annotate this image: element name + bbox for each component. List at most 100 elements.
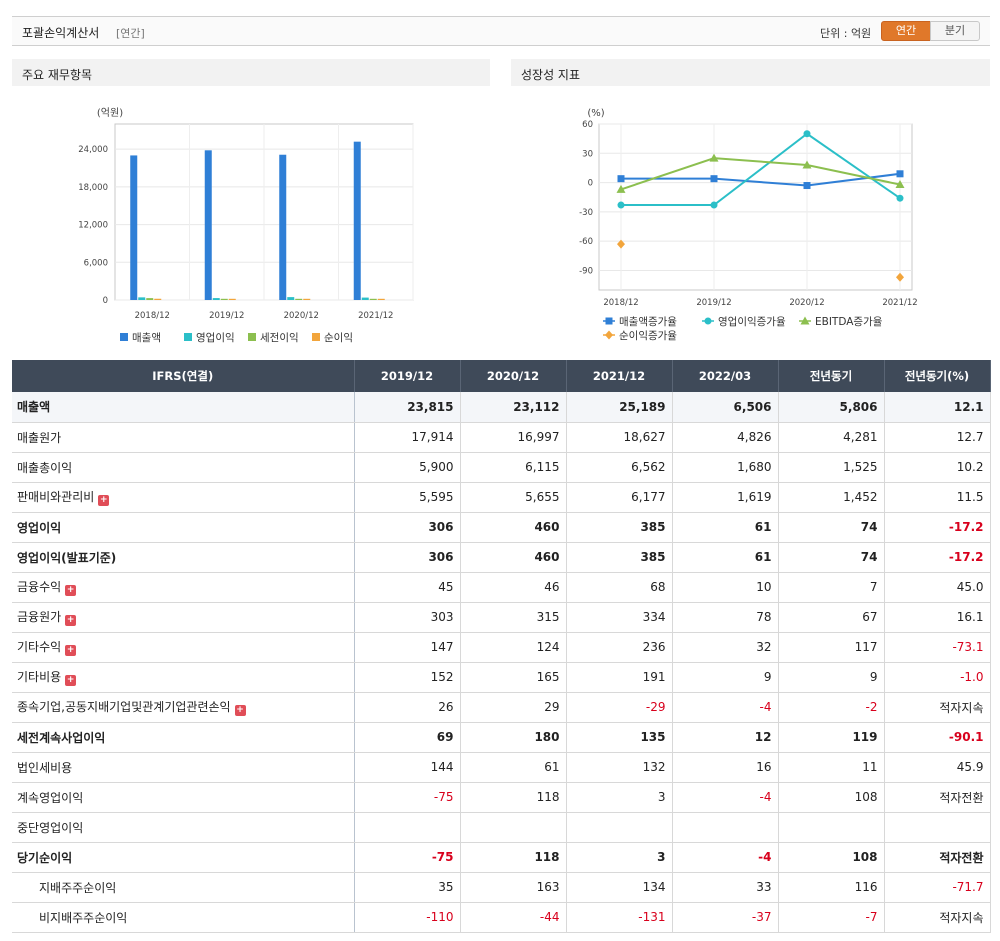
legend-label: 매출액증가율 bbox=[619, 316, 677, 328]
table-row: 매출총이익 5,900 6,115 6,562 1,680 1,525 10.2 bbox=[12, 452, 991, 483]
data-point bbox=[605, 317, 613, 325]
growth-chart: (%) 60 30 0 -30 -60 -90 2018/12 2019/12 2020/12 20… bbox=[511, 86, 990, 356]
quarterly-toggle-button[interactable]: 분기 bbox=[930, 21, 980, 41]
row-label: 매출액 bbox=[12, 392, 355, 423]
table-row: 금융원가 +303 315 334 78 67 16.1 bbox=[12, 602, 991, 633]
table-cell: 460 bbox=[460, 511, 567, 543]
table-cell: 61 bbox=[672, 542, 779, 573]
table-cell: -71.7 bbox=[884, 872, 991, 903]
column-header: 2021/12 bbox=[566, 360, 673, 392]
table-cell: -7 bbox=[778, 902, 885, 933]
table-cell: 61 bbox=[672, 511, 779, 543]
expand-icon[interactable]: + bbox=[65, 645, 77, 656]
legend-swatch bbox=[248, 333, 256, 341]
column-header: 2019/12 bbox=[354, 360, 461, 392]
table-cell: 116 bbox=[778, 872, 885, 903]
expand-icon[interactable]: + bbox=[98, 495, 110, 506]
expand-icon[interactable]: + bbox=[65, 585, 77, 596]
table-cell bbox=[884, 812, 991, 843]
table-cell: 78 bbox=[672, 602, 779, 633]
x-tick-label: 2021/12 bbox=[358, 311, 393, 321]
data-point bbox=[605, 330, 613, 340]
series-line bbox=[621, 172, 901, 187]
row-label: 지배주주순이익 bbox=[12, 872, 355, 903]
y-unit-label: (억원) bbox=[97, 107, 123, 119]
bar bbox=[287, 297, 295, 300]
table-cell: -75 bbox=[354, 782, 461, 813]
data-point bbox=[895, 180, 905, 189]
table-cell: 119 bbox=[778, 721, 885, 753]
table-cell: 3 bbox=[566, 841, 673, 873]
row-label-text: 영업이익 bbox=[17, 520, 62, 535]
table-cell: 12.1 bbox=[884, 392, 991, 423]
table-cell: 12 bbox=[672, 721, 779, 753]
table-cell: 74 bbox=[778, 542, 885, 573]
row-label-text: 세전계속사업이익 bbox=[17, 730, 106, 745]
table-row: 금융수익 +45 46 68 10 7 45.0 bbox=[12, 572, 991, 603]
table-cell: 124 bbox=[460, 632, 567, 663]
table-cell: 1,525 bbox=[778, 452, 885, 483]
table-cell: -4 bbox=[672, 782, 779, 813]
table-cell: 6,506 bbox=[672, 392, 779, 423]
bar bbox=[212, 298, 220, 300]
table-cell: 32 bbox=[672, 632, 779, 663]
table-cell: 9 bbox=[778, 662, 885, 693]
table-cell: 26 bbox=[354, 692, 461, 723]
bar bbox=[204, 150, 212, 300]
table-row: 기타비용 +152 165 191 9 9 -1.0 bbox=[12, 662, 991, 693]
table-cell: 16 bbox=[672, 752, 779, 783]
table-cell: 4,281 bbox=[778, 422, 885, 453]
y-tick-label: 12,000 bbox=[78, 221, 108, 231]
table-row: 법인세비용 144 61 132 16 11 45.9 bbox=[12, 752, 991, 783]
row-label: 중단영업이익 bbox=[12, 812, 355, 843]
y-tick-label: 0 bbox=[103, 296, 108, 306]
expand-icon[interactable]: + bbox=[65, 615, 77, 626]
bar bbox=[295, 298, 303, 300]
y-tick-label: 0 bbox=[588, 179, 593, 189]
row-label-text: 계속영업이익 bbox=[17, 790, 84, 805]
row-label: 비지배주주순이익 bbox=[12, 902, 355, 933]
data-point bbox=[616, 184, 626, 193]
table-cell: 165 bbox=[460, 662, 567, 693]
table-row: 영업이익 306 460 385 61 74 -17.2 bbox=[12, 511, 991, 543]
table-cell: 118 bbox=[460, 782, 567, 813]
unit-label: 단위 : 억원 bbox=[820, 27, 872, 40]
table-row: 판매비와관리비 +5,595 5,655 6,177 1,619 1,452 11.5 bbox=[12, 482, 991, 513]
table-cell: 23,112 bbox=[460, 392, 567, 423]
bar bbox=[279, 154, 287, 300]
table-cell: 46 bbox=[460, 572, 567, 603]
row-label: 당기순이익 bbox=[12, 841, 355, 873]
table-cell: 적자지속 bbox=[884, 902, 991, 933]
legend-label: 영업이익 bbox=[196, 331, 235, 344]
y-tick-label: 18,000 bbox=[78, 183, 108, 193]
table-row: 매출원가 17,914 16,997 18,627 4,826 4,281 12.7 bbox=[12, 422, 991, 453]
expand-icon[interactable]: + bbox=[234, 705, 246, 716]
legend-swatch bbox=[120, 333, 128, 341]
line-chart-svg: (%)60 30 0 -30 -60 -90 2018/12 2019/12 2020/12 20… bbox=[579, 108, 918, 342]
statement-header: 포괄손익계산서 [연간] 단위 : 억원 연간 분기 bbox=[12, 16, 990, 46]
table-cell: 1,452 bbox=[778, 482, 885, 513]
table-cell: 45.9 bbox=[884, 752, 991, 783]
y-tick-label: 6,000 bbox=[84, 258, 108, 268]
table-cell: -17.2 bbox=[884, 511, 991, 543]
table-cell: 334 bbox=[566, 602, 673, 633]
table-cell: 61 bbox=[460, 752, 567, 783]
row-label-text: 매출원가 bbox=[17, 430, 62, 445]
expand-icon[interactable]: + bbox=[65, 675, 77, 686]
y-tick-label: -30 bbox=[579, 208, 593, 218]
row-label: 판매비와관리비 + bbox=[12, 482, 355, 513]
annual-toggle-button[interactable]: 연간 bbox=[881, 21, 931, 41]
bar bbox=[220, 298, 228, 300]
column-header: IFRS(연결) bbox=[12, 360, 355, 392]
series-line bbox=[620, 157, 901, 191]
table-cell: -17.2 bbox=[884, 542, 991, 573]
row-label-text: 영업이익(발표기준) bbox=[17, 550, 117, 565]
table-row: 지배주주순이익 35 163 134 33 116 -71.7 bbox=[12, 872, 991, 903]
y-tick-label: -90 bbox=[579, 266, 593, 276]
table-cell: 5,806 bbox=[778, 392, 885, 423]
table-cell: 7 bbox=[778, 572, 885, 603]
table-cell: 11.5 bbox=[884, 482, 991, 513]
table-cell: 5,900 bbox=[354, 452, 461, 483]
data-point bbox=[709, 153, 719, 162]
table-cell: 23,815 bbox=[354, 392, 461, 423]
